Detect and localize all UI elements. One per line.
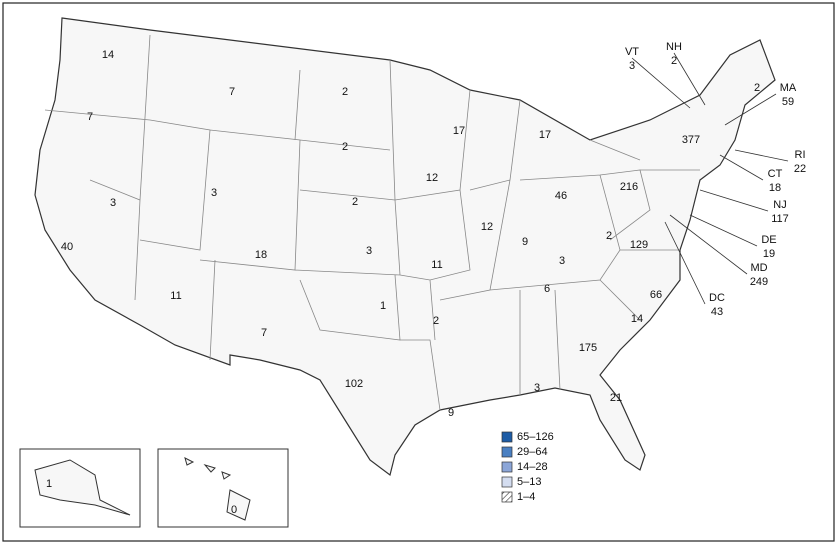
state-count: 6 xyxy=(544,283,550,295)
state-count: 14 xyxy=(102,49,114,61)
state-count: 22 xyxy=(794,163,806,175)
legend-swatch xyxy=(501,431,513,443)
state-count: 59 xyxy=(782,96,794,108)
state-abbr: NJ xyxy=(773,199,786,211)
state-count: 102 xyxy=(345,378,363,390)
state-count: 2 xyxy=(433,315,439,327)
state-count: 40 xyxy=(61,241,73,253)
state-count: 18 xyxy=(769,182,781,194)
state-count: 9 xyxy=(448,407,454,419)
state-count: 21 xyxy=(610,392,622,404)
state-count: 46 xyxy=(555,190,567,202)
state-abbr: DC xyxy=(709,292,725,304)
state-count: 249 xyxy=(750,276,768,288)
state-count: 43 xyxy=(711,306,723,318)
legend-label: 14–28 xyxy=(517,461,548,473)
state-count: 7 xyxy=(261,327,267,339)
state-count: 129 xyxy=(630,239,648,251)
state-count: 3 xyxy=(559,255,565,267)
legend-label: 5–13 xyxy=(517,476,541,488)
leader-line xyxy=(734,149,789,162)
state-count: 3 xyxy=(629,60,635,72)
state-abbr: RI xyxy=(795,149,806,161)
state-count: 377 xyxy=(682,134,700,146)
leader-line xyxy=(673,52,706,106)
state-count: 2 xyxy=(606,230,612,242)
state-borders xyxy=(44,34,700,411)
state-count: 0 xyxy=(231,504,237,516)
leader-line xyxy=(699,189,769,212)
state-count: 3 xyxy=(366,245,372,257)
legend-swatch xyxy=(501,491,513,503)
state-count: 1 xyxy=(380,300,386,312)
state-abbr: DE xyxy=(761,234,776,246)
leader-line xyxy=(631,57,691,109)
state-count: 17 xyxy=(453,125,465,137)
state-abbr: NH xyxy=(666,41,682,53)
legend: 65–126 29–64 14–28 5–13 1–4 xyxy=(501,431,554,503)
legend-swatch xyxy=(501,476,513,488)
legend-swatch xyxy=(501,446,513,458)
state-count: 11 xyxy=(431,259,442,271)
state-count: 11 xyxy=(170,290,181,302)
state-count: 14 xyxy=(631,313,643,325)
leader-line xyxy=(669,214,748,275)
state-count: 12 xyxy=(426,172,438,184)
hawaii-shape xyxy=(184,457,251,521)
state-count: 2 xyxy=(671,55,677,67)
state-count: 3 xyxy=(110,197,116,209)
state-count: 9 xyxy=(522,236,528,248)
legend-label: 1–4 xyxy=(517,491,535,503)
state-count: 175 xyxy=(579,342,597,354)
alaska-shape xyxy=(34,459,131,516)
legend-label: 65–126 xyxy=(517,431,554,443)
legend-label: 29–64 xyxy=(517,446,548,458)
state-abbr: VT xyxy=(625,46,639,58)
state-count: 7 xyxy=(87,111,93,123)
state-abbr: MA xyxy=(780,82,797,94)
state-count: 2 xyxy=(342,141,348,153)
state-count: 2 xyxy=(754,82,760,94)
state-count: 7 xyxy=(229,86,235,98)
leader-line xyxy=(689,214,758,247)
leader-line xyxy=(664,221,706,305)
leader-line xyxy=(724,93,777,126)
state-count: 18 xyxy=(255,249,267,261)
state-count: 17 xyxy=(539,129,551,141)
hawaii-inset xyxy=(157,448,289,528)
state-count: 2 xyxy=(352,196,358,208)
state-count: 3 xyxy=(534,382,540,394)
state-count: 3 xyxy=(211,187,217,199)
legend-swatch xyxy=(501,461,513,473)
state-count: 2 xyxy=(342,86,348,98)
leader-line xyxy=(719,154,764,181)
us-outline xyxy=(34,17,776,477)
state-count: 19 xyxy=(763,248,775,260)
state-count: 66 xyxy=(650,289,662,301)
state-abbr: CT xyxy=(768,168,783,180)
state-count: 216 xyxy=(620,181,638,193)
state-count: 12 xyxy=(481,221,493,233)
state-count: 117 xyxy=(771,213,789,225)
state-count: 1 xyxy=(46,478,52,490)
state-abbr: MD xyxy=(750,262,767,274)
